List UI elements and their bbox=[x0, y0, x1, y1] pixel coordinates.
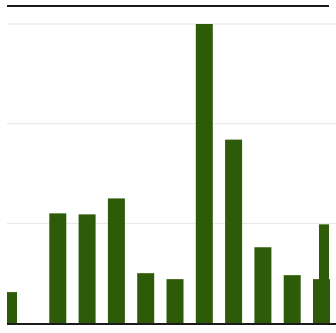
bar-12 bbox=[319, 224, 329, 323]
bars bbox=[7, 24, 330, 323]
bar-2 bbox=[49, 213, 67, 323]
bar-3 bbox=[78, 214, 96, 323]
bar-5 bbox=[137, 273, 155, 323]
bar-9 bbox=[254, 247, 272, 323]
bar-7 bbox=[195, 24, 213, 323]
bar-1 bbox=[7, 292, 17, 323]
bar-6 bbox=[166, 279, 184, 323]
bar-8 bbox=[225, 139, 243, 323]
bar-10 bbox=[283, 275, 301, 323]
bar-4 bbox=[107, 198, 125, 323]
